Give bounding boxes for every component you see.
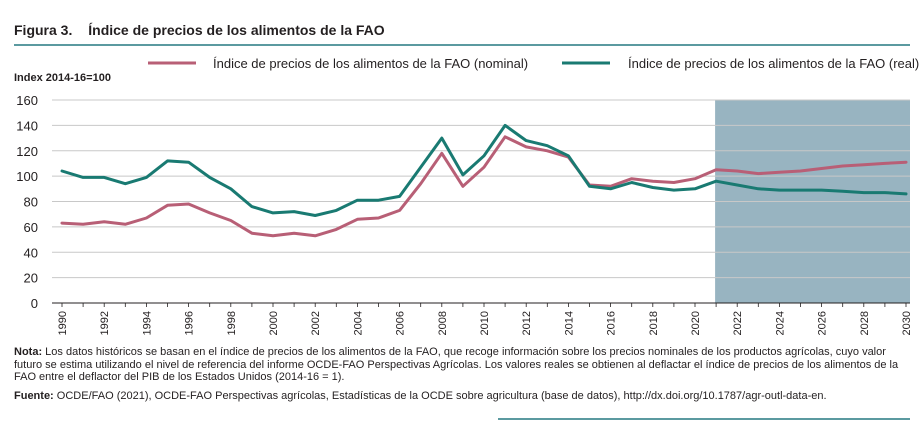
top-rule (14, 44, 910, 46)
y-tick-label: 80 (24, 195, 38, 210)
x-tick-label: 2026 (817, 311, 829, 335)
y-tick-label: 120 (16, 144, 38, 159)
y-tick-label: 100 (16, 169, 38, 184)
x-tick-label: 2020 (690, 311, 702, 335)
x-tick-label: 1990 (57, 311, 69, 335)
x-tick-label: 1994 (141, 311, 153, 335)
series-line-real (60, 123, 908, 217)
x-tick-label: 2022 (732, 311, 744, 335)
source-paragraph: Fuente: OCDE/FAO (2021), OCDE-FAO Perspe… (14, 390, 914, 403)
figure-notes: Nota: Los datos históricos se basan en e… (14, 346, 914, 408)
x-tick-label: 2006 (395, 311, 407, 335)
figure-title: Figura 3. Índice de precios de los alime… (14, 22, 385, 38)
x-tick-label: 2016 (606, 311, 618, 335)
note-paragraph: Nota: Los datos históricos se basan en e… (14, 346, 914, 384)
y-tick-label: 40 (24, 245, 38, 260)
figure-title-text: Índice de precios de los alimentos de la… (88, 22, 385, 38)
x-tick-label: 2000 (268, 311, 280, 335)
source-label: Fuente: (14, 389, 54, 402)
x-tick-label: 2008 (437, 311, 449, 335)
figure-number: Figura 3. (14, 22, 73, 38)
note-text: Los datos históricos se basan en el índi… (14, 346, 899, 383)
y-axis-title: Index 2014-16=100 (14, 72, 111, 84)
x-tick-label: 2030 (901, 311, 913, 335)
y-tick-label: 20 (24, 271, 38, 286)
x-tick-label: 2004 (352, 311, 364, 335)
x-tick-label: 2014 (563, 311, 575, 335)
x-tick-label: 1996 (184, 311, 196, 335)
legend-label-nominal: Índice de precios de los alimentos de la… (213, 56, 528, 71)
x-tick-label: 1998 (226, 311, 238, 335)
series-line-nominal (60, 135, 908, 238)
x-tick-label: 2018 (648, 311, 660, 335)
x-tick-label: 2012 (521, 311, 533, 335)
x-tick-label: 2024 (774, 311, 786, 335)
x-tick-label: 2028 (859, 311, 871, 335)
y-tick-label: 60 (24, 220, 38, 235)
x-tick-label: 1992 (99, 311, 111, 335)
x-tick-label: 2010 (479, 311, 491, 335)
line-chart: 0 20 40 60 80 100 120 140 160 1990 1992 1994 1996 199… (14, 56, 919, 335)
legend-label-real: Índice de precios de los alimentos de la… (628, 56, 919, 71)
y-tick-label: 160 (16, 93, 38, 108)
x-tick-label: 2002 (310, 311, 322, 335)
y-tick-label: 0 (31, 296, 38, 311)
bottom-rule (498, 418, 910, 420)
source-text: OCDE/FAO (2021), OCDE-FAO Perspectivas a… (56, 389, 827, 402)
y-tick-label: 140 (16, 118, 38, 133)
note-label: Nota: (14, 346, 43, 358)
